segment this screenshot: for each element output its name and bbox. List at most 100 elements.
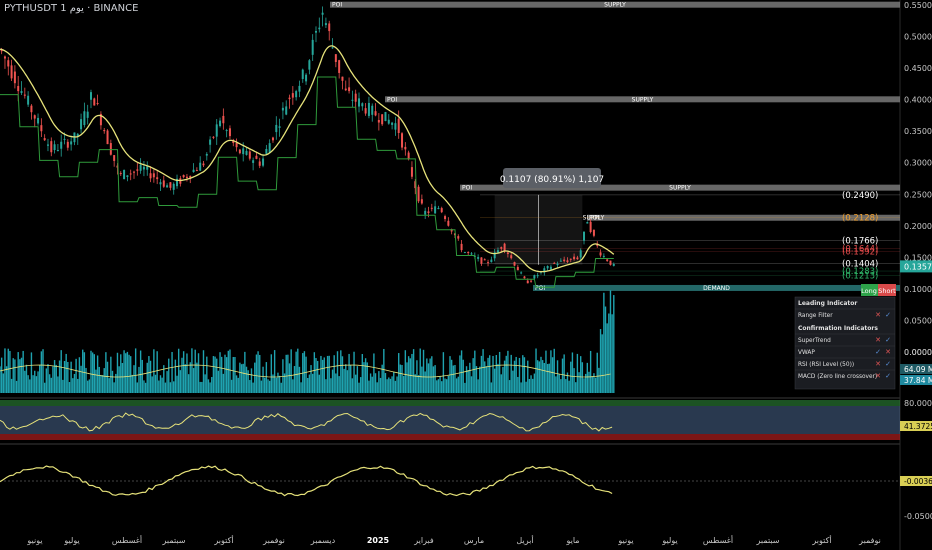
- candle-body: [394, 123, 397, 130]
- candle-body: [142, 166, 145, 170]
- x-axis-label: أغسطس: [112, 535, 142, 545]
- candle-body: [248, 151, 251, 159]
- candle-body: [586, 222, 589, 224]
- volume-bar: [467, 370, 469, 393]
- volume-bar: [42, 349, 44, 393]
- volume-bar: [452, 365, 455, 393]
- volume-bar: [123, 350, 125, 393]
- volume-bar: [454, 364, 456, 393]
- volume-bar: [91, 352, 94, 393]
- volume-bar: [533, 373, 536, 393]
- candle-body: [139, 164, 142, 171]
- candle-body: [182, 175, 185, 178]
- candle-body: [209, 139, 212, 145]
- candle-body: [258, 161, 261, 166]
- candle-body: [219, 120, 222, 127]
- candle-body: [275, 124, 278, 133]
- candle-body: [549, 266, 552, 270]
- volume-bar: [29, 379, 31, 393]
- volume-bar: [338, 376, 340, 393]
- volume-bar: [106, 361, 109, 393]
- candle-body: [444, 216, 447, 220]
- volume-bar: [202, 350, 205, 393]
- volume-bar: [331, 369, 334, 393]
- candle-body: [417, 186, 420, 202]
- volume-bar: [368, 380, 370, 393]
- macd-axis-tick: 0.0000: [904, 348, 932, 357]
- volume-bar: [596, 352, 598, 393]
- candle-body: [50, 141, 53, 153]
- volume-bar: [204, 374, 206, 393]
- volume-bar: [272, 374, 274, 393]
- candle-body: [271, 137, 274, 141]
- volume-bar: [598, 367, 600, 393]
- volume-bar: [575, 382, 577, 393]
- candle-body: [298, 85, 301, 92]
- volume-bar: [235, 375, 238, 393]
- volume-bar: [52, 366, 54, 393]
- interval-label: 1 يوم: [60, 3, 84, 14]
- poi-label: POI: [535, 285, 545, 292]
- volume-bar: [75, 358, 77, 393]
- volume-bar: [35, 376, 38, 393]
- volume-bar: [2, 373, 5, 393]
- volume-bar: [566, 372, 569, 393]
- candle-body: [374, 111, 377, 116]
- candle-body: [430, 207, 433, 209]
- volume-bar: [445, 379, 448, 393]
- volume-bar: [350, 365, 352, 393]
- supply-zone: [587, 214, 900, 221]
- volume-bar: [179, 370, 182, 393]
- volume-bar: [50, 377, 52, 393]
- volume-bar: [22, 350, 24, 393]
- short-badge[interactable]: [878, 284, 896, 296]
- volume-bar: [37, 371, 39, 393]
- volume-bar: [328, 355, 330, 393]
- x-axis-label: أبريل: [516, 535, 533, 545]
- price-level-label: (0.1213): [842, 271, 878, 281]
- volume-bar: [462, 359, 464, 393]
- candle-body: [199, 162, 202, 171]
- price-axis-tick: 0.0000: [904, 348, 932, 357]
- volume-bar: [25, 364, 28, 393]
- candle-body: [86, 111, 89, 118]
- volume-bar: [530, 375, 532, 393]
- volume-bar: [346, 370, 349, 393]
- volume-bar: [591, 376, 593, 393]
- candle-body: [242, 148, 245, 155]
- candle-body: [189, 175, 192, 178]
- volume-bar: [47, 364, 49, 393]
- price-level-label: (0.1404): [842, 259, 878, 269]
- long-badge[interactable]: [861, 284, 878, 296]
- volume-bar: [166, 371, 168, 393]
- volume-bar: [560, 379, 562, 393]
- exchange-label: BINANCE: [93, 3, 139, 14]
- volume-bar: [101, 375, 104, 393]
- candle-body: [106, 130, 109, 145]
- volume-bar: [141, 359, 143, 393]
- volume-bar: [573, 368, 575, 393]
- volume-bar: [330, 378, 332, 393]
- candle-body: [215, 124, 218, 137]
- price-axis-tick: 0.2000: [904, 222, 932, 231]
- volume-bar: [194, 349, 196, 393]
- candle-body: [467, 252, 470, 254]
- candle-body: [123, 170, 126, 180]
- volume-bar: [161, 377, 163, 393]
- candle-body: [83, 111, 86, 126]
- volume-bar: [389, 378, 392, 393]
- candle-body: [252, 160, 255, 163]
- volume-bar: [498, 351, 501, 393]
- volume-bar: [561, 358, 564, 393]
- volume-bar: [43, 382, 46, 393]
- volume-bar: [407, 356, 410, 393]
- candle-body: [424, 210, 427, 215]
- volume-bar: [455, 378, 458, 393]
- volume-bar: [608, 313, 610, 393]
- candle-body: [602, 255, 605, 257]
- candle-body: [381, 114, 384, 125]
- candle-body: [116, 165, 119, 168]
- volume-bar: [517, 376, 519, 393]
- candle-body: [7, 60, 10, 67]
